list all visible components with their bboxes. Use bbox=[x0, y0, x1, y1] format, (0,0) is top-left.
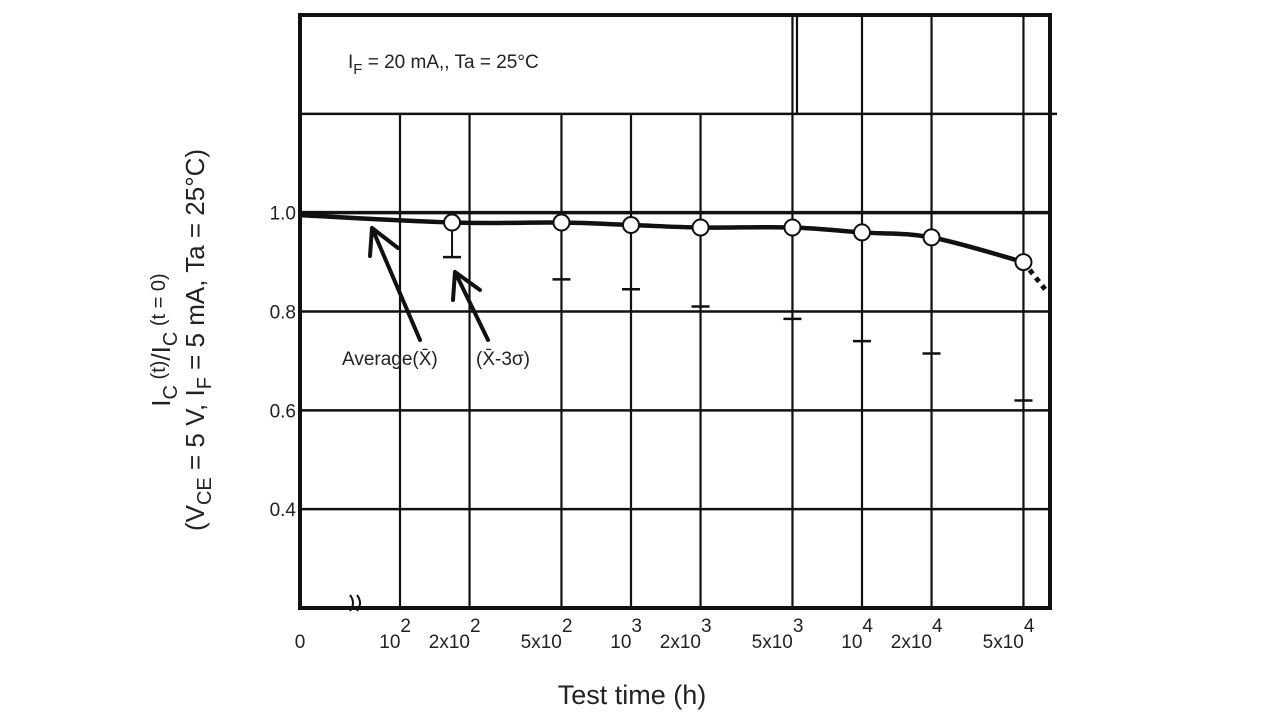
arrow-average bbox=[368, 226, 422, 342]
x-tick-label: 5x103 bbox=[752, 616, 804, 653]
annotation-arrows bbox=[368, 226, 490, 342]
y-tick-label: 0.6 bbox=[270, 401, 296, 422]
x-tick-label: 104 bbox=[841, 616, 873, 653]
grid bbox=[300, 15, 1057, 608]
plot-frame bbox=[298, 13, 1052, 610]
y-tick-label: 0.8 bbox=[270, 303, 296, 324]
x-tick-label: 2x104 bbox=[891, 616, 943, 653]
average-data-point bbox=[783, 218, 802, 237]
average-data-point bbox=[1014, 253, 1033, 272]
x-tick-label: 5x102 bbox=[521, 616, 573, 653]
x-axis-label: Test time (h) bbox=[558, 680, 707, 710]
series-layer bbox=[299, 212, 1048, 402]
y-axis-label-line2: (VCE = 5 V, IF = 5 mA, Ta = 25°C) bbox=[180, 149, 216, 531]
average-data-point bbox=[853, 223, 871, 242]
x-tick-label: 2x103 bbox=[660, 616, 712, 653]
y-axis-label-line1: IC (t)/IC (t = 0) bbox=[146, 273, 182, 406]
x-tick-label: 102 bbox=[379, 616, 411, 653]
average-data-point bbox=[443, 213, 462, 232]
y-tick-label: 1.0 bbox=[270, 204, 296, 225]
x-tick-label: 0 bbox=[295, 632, 306, 653]
x-tick-label: 103 bbox=[610, 616, 642, 653]
axis-break-icon bbox=[349, 594, 361, 612]
average-data-point bbox=[922, 228, 941, 247]
average-data-point bbox=[622, 216, 640, 235]
arrow-minus-3sigma bbox=[451, 270, 490, 342]
x-tick-label: 2x102 bbox=[429, 616, 481, 653]
annotation-minus-3sigma: (X̄-3σ) bbox=[476, 349, 530, 370]
condition-label: IF = 20 mA,, Ta = 25°C bbox=[348, 52, 539, 78]
y-tick-labels: 0.4 0.6 0.8 1.0 bbox=[270, 204, 297, 522]
average-data-point bbox=[691, 218, 710, 237]
average-data-point bbox=[552, 213, 571, 232]
x-tick-label: 5x104 bbox=[983, 616, 1035, 653]
y-axis-label: IC (t)/IC (t = 0) (VCE = 5 V, IF = 5 mA,… bbox=[146, 149, 216, 531]
y-tick-label: 0.4 bbox=[270, 500, 297, 521]
x-tick-labels: 0 102 2x102 5x102 103 2x103 5x103 104 2x104 5x104 bbox=[295, 616, 1035, 653]
plot-border bbox=[298, 13, 1052, 610]
average-curve bbox=[299, 212, 1025, 265]
annotation-average: Average(X̄) bbox=[342, 349, 438, 370]
